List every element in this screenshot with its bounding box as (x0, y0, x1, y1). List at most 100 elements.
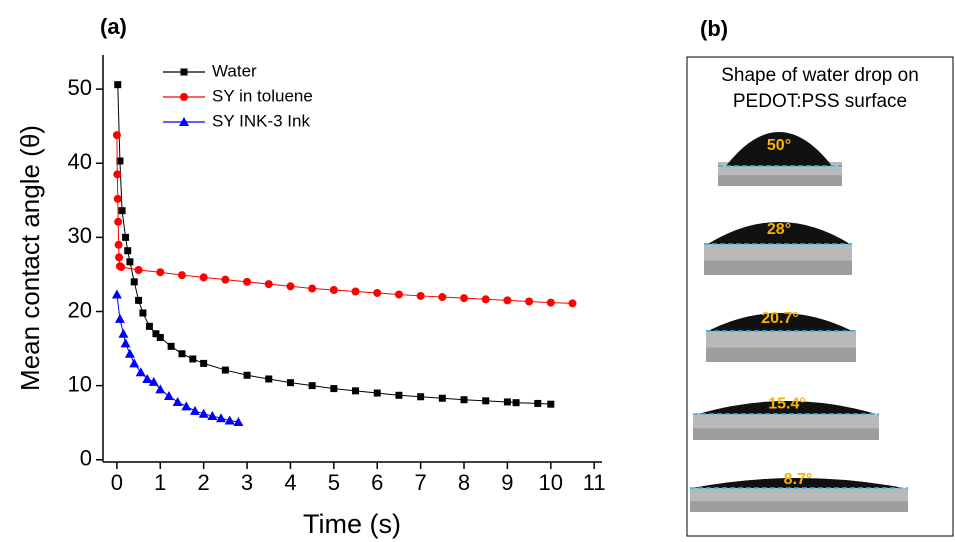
data-point (172, 396, 183, 406)
data-point (178, 350, 186, 358)
x-tick-label: 7 (414, 470, 426, 495)
data-point (142, 373, 153, 383)
x-tick-label: 4 (284, 470, 296, 495)
data-point (118, 207, 126, 215)
angle-label: 15.4° (768, 396, 806, 413)
data-point (351, 287, 360, 296)
panel-b-frame (686, 56, 954, 537)
legend-marker (180, 93, 188, 101)
data-point (112, 131, 121, 140)
y-axis-label: Mean contact angle (θ) (15, 125, 45, 391)
data-point (546, 298, 555, 307)
data-point (130, 278, 138, 286)
data-point (547, 400, 555, 408)
data-point (352, 387, 360, 395)
legend-marker (180, 68, 188, 76)
data-point (373, 288, 382, 297)
x-tick-label: 3 (241, 470, 253, 495)
data-point (152, 330, 160, 338)
drop-shadow (693, 428, 879, 440)
data-point (113, 170, 122, 179)
data-point (124, 348, 135, 358)
data-point (114, 240, 123, 249)
data-point (460, 294, 469, 303)
drop-shape (708, 222, 850, 244)
data-point (286, 379, 294, 387)
data-point (134, 265, 143, 274)
drop-shape (692, 478, 904, 488)
data-point (126, 258, 134, 266)
data-point (221, 275, 230, 284)
data-point (394, 290, 403, 299)
data-point (129, 358, 140, 368)
data-point (224, 415, 235, 425)
x-tick-label: 5 (328, 470, 340, 495)
drop-shadow (704, 260, 852, 275)
data-point (156, 333, 164, 341)
x-tick-label: 1 (154, 470, 166, 495)
data-point (114, 217, 123, 226)
x-tick-label: 2 (198, 470, 210, 495)
angle-label: 50° (767, 137, 791, 154)
data-point (167, 342, 175, 350)
data-point (568, 299, 577, 308)
angle-label: 20.7° (761, 310, 799, 327)
y-tick-label: 50 (68, 75, 92, 100)
drop-shape (698, 401, 876, 414)
data-point (122, 233, 130, 241)
data-point (438, 394, 446, 402)
data-point (482, 397, 490, 405)
y-tick-label: 0 (80, 446, 92, 471)
y-tick-label: 40 (68, 149, 92, 174)
data-point (113, 194, 122, 203)
data-point (417, 393, 425, 401)
data-point (534, 399, 542, 407)
data-point (207, 411, 218, 421)
data-point (111, 289, 122, 299)
data-point (135, 367, 146, 377)
drop-images: 50° 28° 20.7° 15.4° 8.7° (690, 132, 908, 512)
data-point (265, 375, 273, 383)
data-point (308, 382, 316, 390)
data-point (503, 398, 511, 406)
x-tick-label: 10 (539, 470, 563, 495)
data-point (243, 277, 252, 286)
data-point (189, 355, 197, 363)
data-point (198, 408, 209, 418)
x-tick-label: 8 (458, 470, 470, 495)
x-tick-label: 9 (501, 470, 513, 495)
panel-a-title: (a) (100, 14, 127, 39)
legend-label: SY INK-3 Ink (212, 111, 310, 130)
data-point (460, 396, 468, 404)
legend-label: SY in toluene (212, 86, 313, 105)
data-point (373, 389, 381, 397)
drop-shadow (706, 347, 856, 362)
data-point (114, 313, 125, 323)
data-point (264, 280, 273, 289)
data-point (120, 338, 131, 348)
data-point (116, 157, 124, 165)
data-point (481, 295, 490, 304)
data-point (163, 391, 174, 401)
data-point (200, 359, 208, 367)
data-point (177, 271, 186, 280)
data-point (330, 385, 338, 393)
drop-shadow (690, 501, 908, 512)
data-point (503, 296, 512, 305)
data-point (117, 263, 126, 272)
legend-marker (179, 117, 189, 126)
angle-label: 8.7° (784, 471, 813, 488)
data-point (189, 405, 200, 415)
y-tick-label: 10 (68, 371, 92, 396)
data-point (512, 399, 520, 407)
data-point (233, 416, 244, 426)
data-point (135, 296, 143, 304)
y-tick-label: 20 (68, 297, 92, 322)
panel-b-title: (b) (700, 16, 728, 41)
data-point (115, 253, 124, 262)
data-point (139, 309, 147, 317)
drop-shadow (718, 175, 842, 186)
x-tick-label: 6 (371, 470, 383, 495)
data-point (124, 247, 132, 255)
drop-shape (708, 313, 852, 331)
